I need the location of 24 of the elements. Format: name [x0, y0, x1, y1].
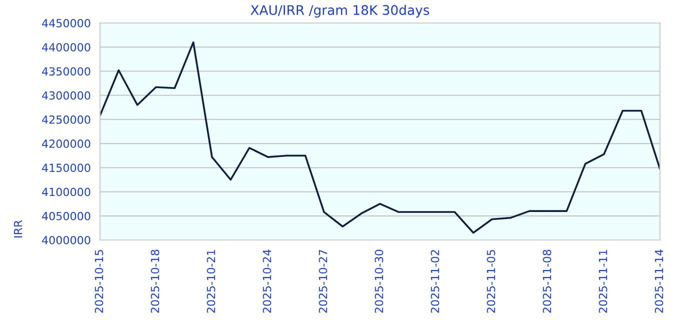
- x-tick-label: 2025-11-14: [654, 250, 664, 313]
- y-tick-label: 4150000: [42, 164, 90, 172]
- y-tick-label: 4350000: [42, 67, 90, 76]
- x-tick-label: 2025-10-21: [206, 250, 216, 313]
- y-tick-label: 4100000: [42, 188, 90, 196]
- y-tick-label: 4300000: [42, 91, 90, 100]
- x-tick-label: 2025-10-15: [94, 250, 104, 313]
- chart-title: XAU/IRR /gram 18K 30days: [250, 4, 430, 18]
- x-tick-label: 2025-10-30: [374, 250, 384, 313]
- y-axis-title: IRR: [14, 220, 22, 238]
- y-tick-label: 4400000: [42, 43, 90, 52]
- x-tick-label: 2025-11-05: [486, 250, 496, 313]
- x-tick-label: 2025-11-02: [430, 250, 440, 313]
- x-tick-label: 2025-11-11: [598, 250, 608, 313]
- y-tick-label: 4200000: [42, 140, 90, 148]
- x-tick-label: 2025-10-24: [262, 250, 272, 313]
- y-tick-label: 4250000: [42, 115, 90, 124]
- x-tick-label: 2025-10-27: [318, 250, 328, 313]
- y-tick-label: 4000000: [42, 236, 90, 244]
- x-tick-label: 2025-10-18: [150, 250, 160, 313]
- y-tick-label: 4450000: [42, 18, 90, 28]
- x-tick-label: 2025-11-08: [542, 250, 552, 313]
- y-tick-label: 4050000: [42, 212, 90, 220]
- line-series: [100, 41, 660, 234]
